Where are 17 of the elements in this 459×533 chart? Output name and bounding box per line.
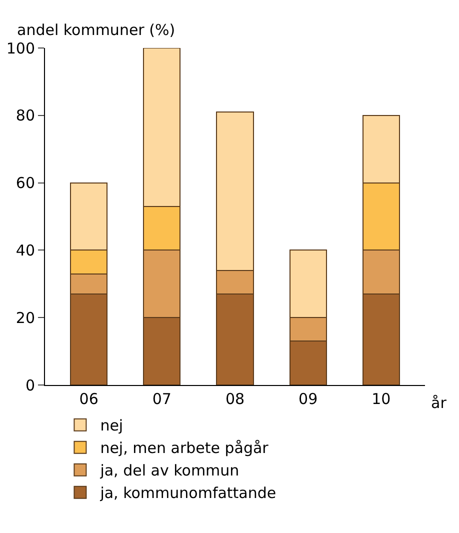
legend-label: nej — [100, 416, 124, 435]
y-tick-label: 80 — [16, 106, 35, 125]
y-tick-label: 40 — [16, 241, 35, 260]
x-tick-label: 08 — [225, 390, 245, 408]
x-tick-label: 07 — [152, 390, 172, 408]
legend-label: nej, men arbete pågår — [100, 439, 270, 458]
y-tick-label: 60 — [16, 174, 35, 192]
y-tick-label: 0 — [25, 376, 35, 394]
legend-label: ja, kommunomfattande — [99, 484, 276, 502]
legend-label: ja, del av kommun — [99, 462, 240, 480]
x-tick-label: 06 — [79, 390, 98, 408]
y-tick-label: 20 — [16, 308, 35, 327]
y-tick-label: 100 — [6, 39, 35, 58]
x-tick-label: 09 — [298, 390, 318, 408]
x-tick-label: 10 — [372, 390, 391, 408]
y-axis-title: andel kommuner (%) — [17, 21, 176, 39]
x-axis-title: år — [431, 394, 448, 412]
